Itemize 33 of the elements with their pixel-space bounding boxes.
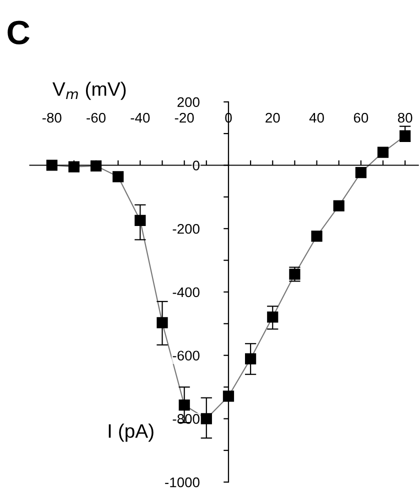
point <box>245 353 256 364</box>
y-tick-label: -600 <box>172 350 200 361</box>
point <box>355 166 366 178</box>
x-tick-label: 20 <box>266 112 280 123</box>
y-tick-label: -200 <box>172 224 200 234</box>
x-tick-label: -80 <box>42 112 62 123</box>
x-axis-title: V$_{m}$ (mV) <box>52 82 126 100</box>
y-tick-label: -1000 <box>165 477 200 488</box>
point <box>377 146 389 158</box>
point <box>156 317 168 328</box>
text: C <box>8 20 30 44</box>
y-tick-label: 200 <box>178 97 200 108</box>
point <box>178 400 190 411</box>
x-tick-label: 60 <box>354 112 368 123</box>
point <box>222 390 234 402</box>
point <box>400 130 411 142</box>
y-tick-label: 0 <box>192 160 200 170</box>
point <box>46 160 58 171</box>
y-tick-label: -400 <box>172 287 200 298</box>
point <box>112 171 124 182</box>
point <box>200 413 212 424</box>
point <box>134 214 146 226</box>
point <box>90 160 102 172</box>
x-tick-label: 80 <box>398 112 412 123</box>
x-tick-label: 40 <box>309 112 324 123</box>
x-tick-label: -60 <box>86 112 106 123</box>
x-tick-label: -20 <box>174 112 194 123</box>
point <box>311 230 322 242</box>
point <box>68 161 80 172</box>
x-tick-label: -40 <box>130 112 150 123</box>
point <box>267 311 278 323</box>
y-axis-title: I (pA) <box>108 424 154 442</box>
point <box>333 200 344 212</box>
